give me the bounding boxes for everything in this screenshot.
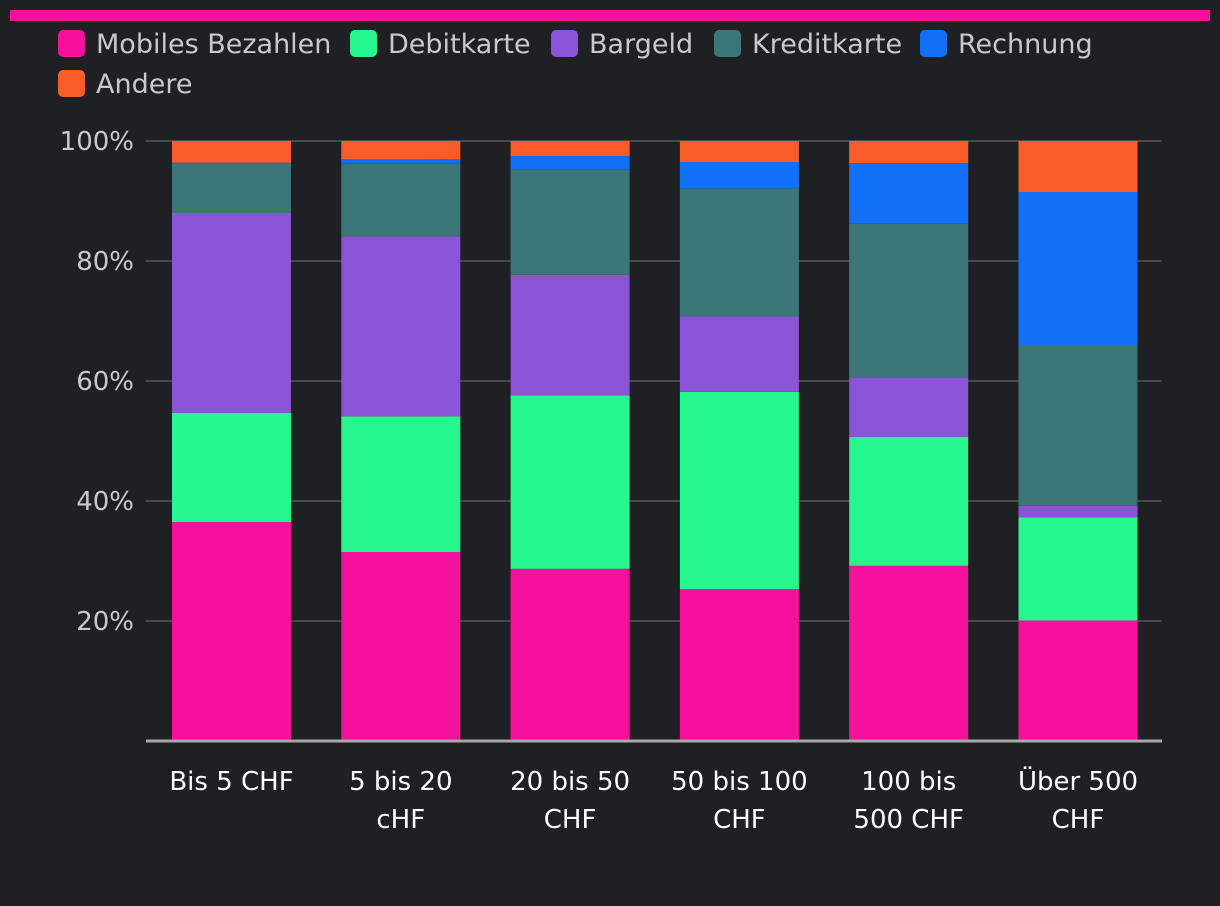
bar-bis-5-chf-kreditkarte[interactable]	[172, 162, 291, 213]
bar-uber-500-chf-debitkarte[interactable]	[1018, 517, 1138, 621]
chart-legend: Mobiles Bezahlen Debitkarte Bargeld Kreditk…	[58, 29, 1093, 100]
legend-label-kreditkarte: Kreditkarte	[752, 29, 902, 60]
x-tick-label-100-bis-500-chf: 100 bis 500 CHF	[853, 767, 964, 835]
y-tick-label-40: 40%	[76, 487, 134, 517]
bar-100-bis-500-chf-bargeld[interactable]	[849, 377, 969, 437]
bar-50-bis-100-chf-kreditkarte[interactable]	[679, 188, 799, 317]
bar-5-bis-20-chf-bargeld[interactable]	[341, 236, 461, 417]
bar-stack-50-bis-100-chf	[679, 141, 799, 741]
bar-100-bis-500-chf-rechnung[interactable]	[849, 163, 969, 224]
x-axis-tick-labels: Bis 5 CHF 5 bis 20 cHF 20 bis 50 CHF 50 bis 1…	[169, 765, 1138, 835]
x-tick-label-20-bis-50-chf: 20 bis 50 CHF	[510, 767, 630, 835]
bar-bis-5-chf-mobiles-bezahlen[interactable]	[172, 522, 291, 741]
bar-50-bis-100-chf-mobiles-bezahlen[interactable]	[679, 589, 799, 741]
bar-stack-100-bis-500-chf	[849, 141, 969, 741]
bar-20-bis-50-chf-debitkarte[interactable]	[510, 395, 630, 569]
legend-swatch-mobiles-bezahlen	[58, 30, 85, 57]
bar-5-bis-20-chf-kreditkarte[interactable]	[341, 163, 461, 237]
bar-100-bis-500-chf-debitkarte[interactable]	[849, 436, 969, 566]
bar-100-bis-500-chf-kreditkarte[interactable]	[849, 223, 969, 378]
bar-5-bis-20-chf-rechnung[interactable]	[341, 159, 461, 164]
legend-swatch-bargeld	[551, 30, 578, 57]
bars-group	[172, 141, 1138, 741]
legend-swatch-andere	[58, 70, 85, 97]
accent-top-bar	[10, 10, 1210, 21]
bar-uber-500-chf-andere[interactable]	[1018, 141, 1138, 192]
bar-stack-5-bis-20-chf	[341, 141, 461, 741]
legend-label-andere: Andere	[96, 69, 192, 100]
bar-bis-5-chf-andere[interactable]	[172, 141, 291, 163]
bar-20-bis-50-chf-kreditkarte[interactable]	[510, 169, 630, 275]
legend-item-debitkarte[interactable]: Debitkarte	[350, 29, 531, 60]
bar-50-bis-100-chf-bargeld[interactable]	[679, 316, 799, 392]
bar-uber-500-chf-rechnung[interactable]	[1018, 192, 1138, 345]
bar-stack-uber-500-chf	[1018, 141, 1138, 741]
legend-label-rechnung: Rechnung	[958, 29, 1093, 60]
bar-uber-500-chf-kreditkarte[interactable]	[1018, 345, 1138, 506]
bar-stack-20-bis-50-chf	[510, 141, 630, 741]
legend-item-kreditkarte[interactable]: Kreditkarte	[714, 29, 902, 60]
legend-label-debitkarte: Debitkarte	[388, 29, 531, 60]
y-axis-tick-labels: 20% 40% 60% 80% 100%	[60, 127, 134, 637]
bar-50-bis-100-chf-andere[interactable]	[679, 141, 799, 162]
x-tick-label-5-bis-20-chf: 5 bis 20 cHF	[349, 767, 452, 835]
legend-item-mobiles-bezahlen[interactable]: Mobiles Bezahlen	[58, 29, 331, 60]
bar-5-bis-20-chf-mobiles-bezahlen[interactable]	[341, 552, 461, 741]
bar-20-bis-50-chf-bargeld[interactable]	[510, 274, 630, 396]
x-tick-label-uber-500-chf: Über 500 CHF	[1018, 765, 1138, 835]
y-tick-label-20: 20%	[76, 607, 134, 637]
bar-50-bis-100-chf-rechnung[interactable]	[679, 162, 799, 189]
bar-50-bis-100-chf-debitkarte[interactable]	[679, 391, 799, 590]
legend-item-rechnung[interactable]: Rechnung	[920, 29, 1093, 60]
bar-5-bis-20-chf-andere[interactable]	[341, 141, 461, 159]
y-tick-label-100: 100%	[60, 127, 134, 157]
bar-20-bis-50-chf-rechnung[interactable]	[510, 156, 630, 170]
bar-100-bis-500-chf-andere[interactable]	[849, 141, 969, 164]
bar-bis-5-chf-debitkarte[interactable]	[172, 412, 291, 522]
bar-uber-500-chf-bargeld[interactable]	[1018, 505, 1138, 518]
y-tick-label-80: 80%	[76, 247, 134, 277]
bar-20-bis-50-chf-andere[interactable]	[510, 141, 630, 156]
y-tick-label-60: 60%	[76, 367, 134, 397]
bar-100-bis-500-chf-mobiles-bezahlen[interactable]	[849, 565, 969, 741]
legend-item-andere[interactable]: Andere	[58, 69, 192, 100]
legend-label-bargeld: Bargeld	[589, 29, 693, 60]
x-tick-label-bis-5-chf: Bis 5 CHF	[169, 767, 293, 797]
bar-5-bis-20-chf-debitkarte[interactable]	[341, 416, 461, 552]
legend-label-mobiles-bezahlen: Mobiles Bezahlen	[96, 29, 331, 60]
legend-swatch-rechnung	[920, 30, 947, 57]
bar-uber-500-chf-mobiles-bezahlen[interactable]	[1018, 620, 1138, 741]
legend-swatch-kreditkarte	[714, 30, 741, 57]
x-tick-label-50-bis-100-chf: 50 bis 100 CHF	[671, 767, 808, 835]
bar-stack-bis-5-chf	[172, 141, 291, 741]
legend-item-bargeld[interactable]: Bargeld	[551, 29, 693, 60]
bar-bis-5-chf-bargeld[interactable]	[172, 213, 291, 413]
bar-20-bis-50-chf-mobiles-bezahlen[interactable]	[510, 568, 630, 741]
legend-swatch-debitkarte	[350, 30, 377, 57]
grid-lines	[146, 140, 1162, 622]
